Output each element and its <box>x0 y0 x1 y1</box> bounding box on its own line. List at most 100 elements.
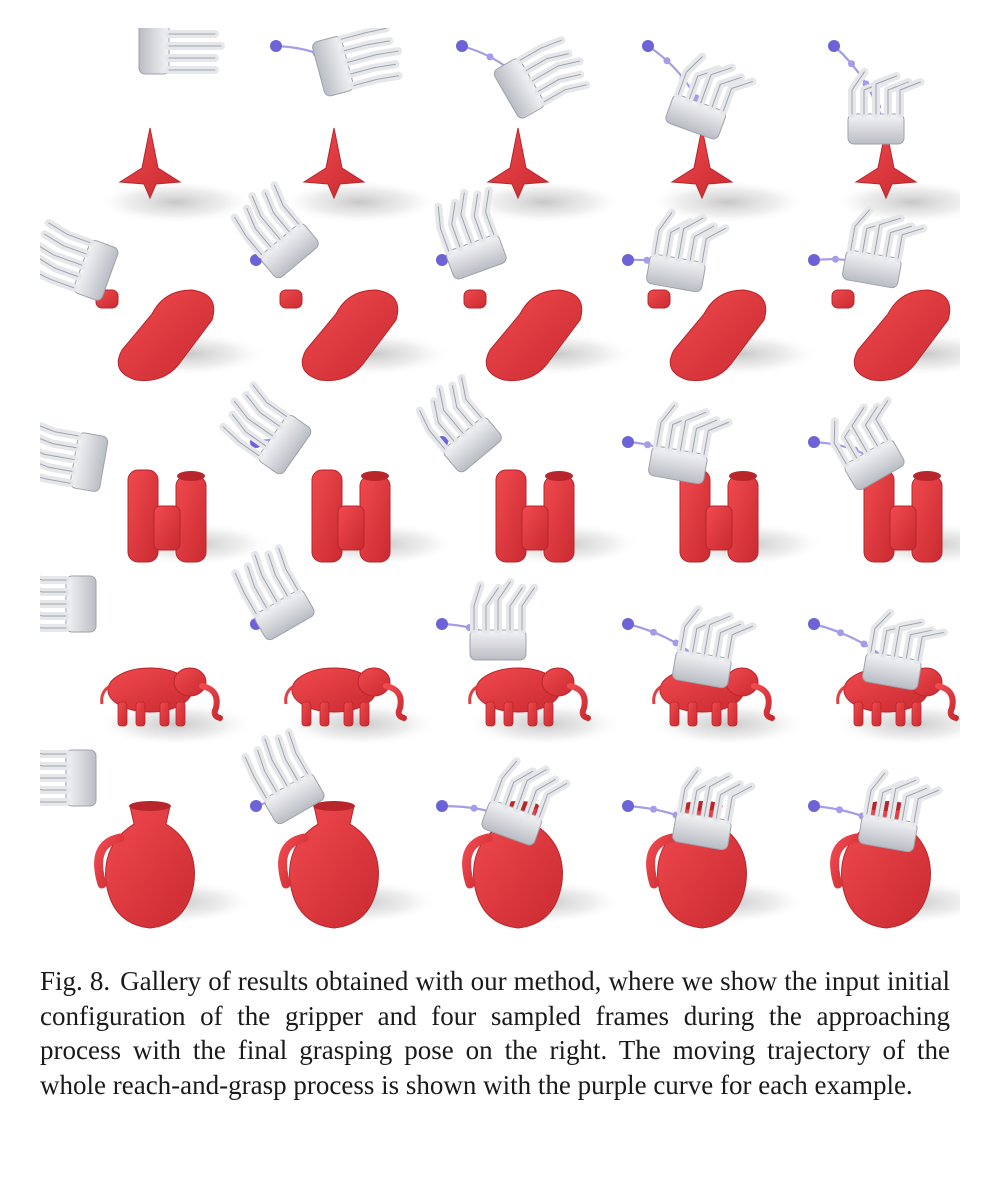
elephant-leg <box>895 701 906 727</box>
gallery-cell <box>808 396 960 566</box>
hand-finger-edge <box>701 227 727 263</box>
hand-finger-edge <box>234 217 263 256</box>
hand-finger-edge <box>40 445 75 461</box>
drill-nozzle <box>831 289 855 309</box>
elephant-leg <box>911 701 922 727</box>
hand-finger-edge <box>257 749 278 793</box>
hand-finger-edge <box>537 74 581 92</box>
hand-finger <box>896 78 925 118</box>
hand-finger <box>40 605 70 620</box>
binocular-bridge <box>705 505 733 551</box>
hand-finger-edge <box>267 553 288 597</box>
hand-finger-edge <box>485 587 499 631</box>
hand-finger-edge <box>727 625 754 659</box>
drill-body <box>301 289 399 382</box>
robot-hand <box>646 208 730 293</box>
drill-body <box>117 289 215 382</box>
hand-finger-edge <box>711 76 742 108</box>
hand-finger-edge <box>485 189 495 236</box>
hand-finger-edge <box>473 584 482 631</box>
elephant-leg <box>687 701 698 727</box>
trajectory-sample-dot <box>643 256 651 264</box>
robot-hand <box>830 396 905 491</box>
hand-finger-edge <box>433 400 455 442</box>
hand-finger-edge <box>509 587 523 631</box>
caption-text: Gallery of results obtained with our met… <box>40 966 950 1100</box>
robot-hand <box>481 757 571 846</box>
hand-finger-edge <box>893 621 922 657</box>
robot-hand <box>230 181 319 279</box>
gallery-cell <box>40 569 256 746</box>
drill-nozzle <box>647 289 671 309</box>
gallery-cell <box>219 381 458 566</box>
hand-finger-edge <box>875 400 889 441</box>
robot-hand <box>219 381 312 475</box>
hand-palm <box>138 28 170 75</box>
trajectory-start-dot <box>622 254 634 266</box>
hand-finger-edge <box>516 769 547 810</box>
hand-finger-edge <box>247 565 268 609</box>
hand-finger-edge <box>691 419 718 453</box>
hand-finger-edge <box>727 785 753 821</box>
figure-caption: Fig. 8. Gallery of results obtained with … <box>40 964 950 1102</box>
trajectory-start-dot <box>642 40 654 52</box>
spinning-top-object <box>118 127 182 200</box>
trajectory-sample-dot <box>837 629 844 637</box>
hand-finger-edge <box>251 195 281 240</box>
binocular-lens <box>177 471 205 481</box>
binocular-bridge <box>521 505 549 551</box>
binocular-lens <box>729 471 757 481</box>
hand-finger-edge <box>40 435 77 449</box>
robot-hand <box>241 728 325 825</box>
hand-finger-edge <box>246 207 272 248</box>
hand-finger-edge <box>866 772 886 815</box>
hand-finger-edge <box>654 212 673 255</box>
hand-finger-edge <box>245 394 280 427</box>
hand-finger-edge <box>873 217 902 255</box>
gallery-cell <box>808 205 960 382</box>
robot-hand <box>415 373 502 473</box>
robot-hand <box>312 28 403 97</box>
vase-body <box>473 805 563 929</box>
gallery-cell <box>436 757 624 929</box>
gallery-cell <box>622 401 826 566</box>
gallery-cell <box>436 577 624 746</box>
trajectory-start-dot <box>808 436 820 448</box>
binocular-lens <box>913 471 941 481</box>
hand-finger-edge <box>887 81 910 115</box>
hand-finger-edge <box>527 778 556 814</box>
elephant-trunk <box>751 683 775 721</box>
trajectory-start-dot <box>436 800 448 812</box>
hand-finger-edge <box>40 269 75 289</box>
trajectory-sample-dot <box>848 60 855 68</box>
hand-finger-edge <box>543 84 587 103</box>
hand-finger-edge <box>340 28 387 40</box>
gallery-cell <box>808 769 960 929</box>
hand-finger-edge <box>254 554 278 603</box>
hand-finger-edge <box>700 67 733 104</box>
trajectory-start-dot <box>270 40 282 52</box>
robot-hand <box>40 743 97 807</box>
elephant-trunk <box>935 683 959 721</box>
trajectory-sample-dot <box>832 255 839 263</box>
hand-finger-edge <box>451 385 473 427</box>
hand-finger-edge <box>680 770 699 813</box>
gallery-cell <box>40 419 274 566</box>
binocular-bridge <box>889 505 917 551</box>
hand-finger-edge <box>252 384 287 417</box>
hand-finger <box>914 628 948 665</box>
hand-finger-edge <box>680 608 700 651</box>
hand-finger-edge <box>850 209 871 251</box>
hand-finger-edge <box>851 406 868 453</box>
hand-finger-edge <box>40 624 67 629</box>
hand-finger <box>40 569 70 584</box>
hand-finger-edge <box>40 782 67 791</box>
trajectory-sample-dot <box>650 805 657 813</box>
elephant-leg <box>319 701 330 727</box>
gallery-cell <box>270 28 440 224</box>
hand-finger-edge <box>473 193 483 240</box>
robot-hand <box>862 608 948 691</box>
results-gallery-figure <box>40 28 960 938</box>
trajectory-sample-dot <box>486 53 494 61</box>
hand-finger-edge <box>437 206 450 252</box>
